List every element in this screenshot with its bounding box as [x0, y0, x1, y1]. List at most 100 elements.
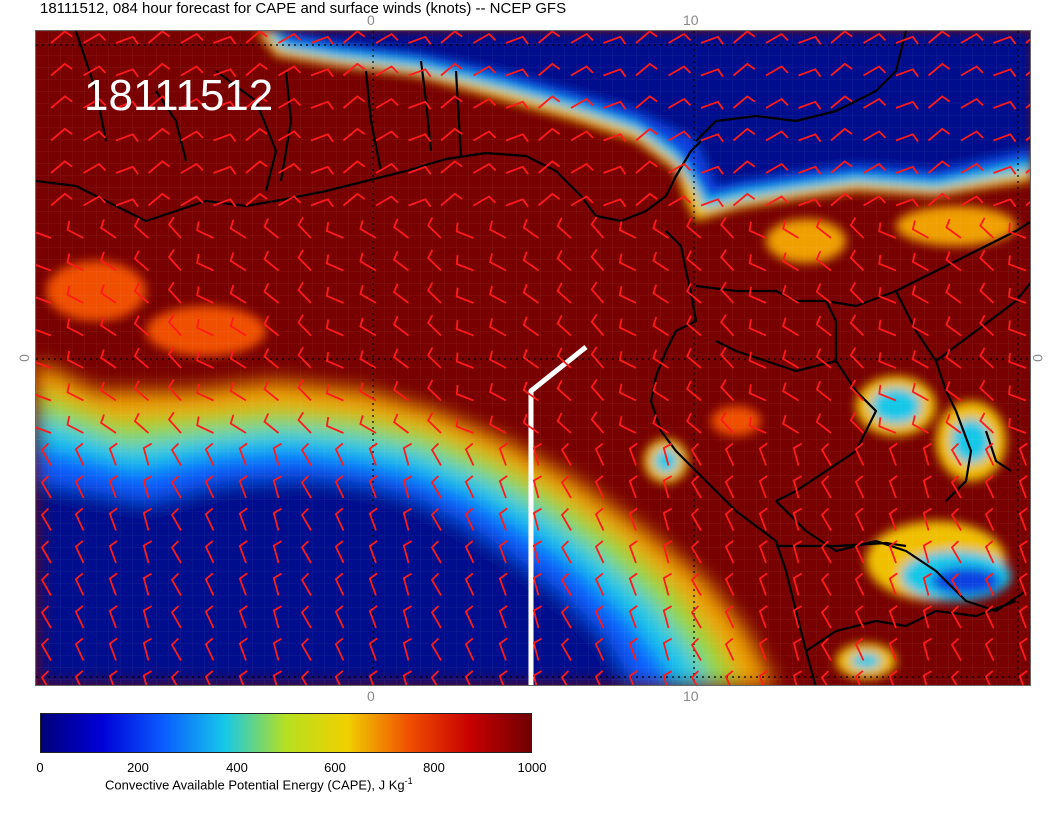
wind-barb — [758, 540, 768, 564]
wind-barb — [668, 97, 692, 109]
wind-barb — [498, 540, 508, 564]
wind-barb — [945, 251, 962, 272]
wind-barb — [927, 127, 951, 142]
wind-barb — [393, 413, 410, 434]
wind-barb — [594, 637, 605, 661]
wind-barb — [979, 249, 995, 272]
wind-barb — [180, 195, 204, 207]
wind-barb — [440, 62, 463, 77]
wind-barb — [950, 605, 962, 629]
colorbar-tick: 600 — [324, 760, 346, 775]
wind-barb — [334, 572, 345, 596]
wind-barb — [36, 231, 52, 239]
wind-barb — [36, 264, 52, 272]
wind-barb — [238, 637, 248, 661]
wind-barb — [229, 414, 247, 434]
wind-barb — [950, 507, 962, 531]
wind-barb — [359, 252, 377, 272]
wind-barb — [133, 380, 150, 402]
wind-barb — [782, 219, 799, 239]
wind-barb — [594, 572, 605, 596]
wind-barb — [895, 133, 919, 143]
wind-barb — [426, 314, 442, 337]
wind-barb — [375, 32, 399, 44]
wind-barb — [359, 350, 377, 369]
wind-barb — [560, 507, 572, 531]
wind-barb — [922, 605, 933, 629]
wind-barb — [272, 605, 283, 629]
wind-barb — [229, 252, 247, 272]
wind-barb — [662, 540, 673, 564]
wind-barb — [196, 351, 214, 369]
wind-barb — [408, 68, 432, 78]
wind-barb — [1008, 320, 1027, 337]
wind-barb — [455, 320, 474, 337]
wind-barb — [170, 507, 182, 531]
wind-barb — [115, 133, 139, 143]
wind-barb — [1018, 670, 1028, 685]
wind-barb — [489, 350, 507, 369]
wind-barb — [984, 442, 995, 466]
wind-barb — [758, 572, 768, 596]
map-title: 18111512, 084 hour forecast for CAPE and… — [40, 0, 567, 17]
wind-barb — [36, 296, 52, 304]
wind-barb — [984, 637, 995, 661]
wind-barb — [888, 637, 898, 661]
wind-barb — [402, 442, 413, 466]
wind-barb — [945, 381, 962, 402]
wind-barb — [359, 317, 377, 337]
wind-barb — [560, 442, 572, 466]
wind-barb — [334, 605, 345, 629]
wind-barb — [628, 605, 638, 629]
wind-barb — [473, 32, 497, 44]
wind-barb — [732, 62, 756, 77]
wind-barb — [74, 670, 84, 685]
wind-barb — [522, 283, 540, 304]
wind-barb — [686, 380, 702, 402]
wind-barb — [196, 221, 214, 239]
wind-barb — [40, 442, 52, 466]
wind-barb — [690, 475, 702, 499]
wind-barb — [263, 413, 280, 434]
wind-barb — [792, 507, 803, 531]
wind-barb — [66, 253, 84, 272]
wind-barb — [700, 100, 724, 110]
wind-barb — [100, 316, 117, 337]
wind-barb — [724, 605, 735, 629]
wind-barb — [133, 250, 150, 272]
wind-barb — [300, 507, 312, 531]
wind-barb — [196, 253, 214, 272]
wind-barb — [147, 62, 171, 77]
wind-barb — [532, 637, 543, 661]
wind-barb — [628, 637, 638, 661]
wind-barb — [668, 32, 692, 44]
wind-barb — [590, 378, 605, 402]
wind-barb — [560, 605, 572, 629]
wind-barb — [238, 442, 248, 466]
wind-barb — [278, 97, 302, 109]
wind-barb — [830, 62, 853, 77]
wind-barb — [66, 415, 84, 434]
wind-barb — [170, 442, 182, 466]
wind-barb — [229, 349, 247, 369]
wind-barb — [993, 133, 1017, 143]
wind-barb — [758, 507, 768, 531]
wind-barb — [720, 379, 735, 402]
wind-barb — [300, 605, 312, 629]
wind-barb — [170, 475, 182, 499]
wind-barb — [489, 318, 507, 337]
wind-barb — [83, 162, 107, 174]
wind-barb — [748, 416, 767, 434]
wind-barb — [455, 352, 474, 369]
wind-barb — [278, 130, 302, 142]
wind-barb — [863, 65, 887, 77]
wind-barb — [950, 637, 962, 661]
wind-barb — [167, 216, 182, 239]
wind-barb — [325, 351, 344, 369]
wind-barb — [204, 605, 215, 629]
wind-barb — [464, 637, 475, 661]
wind-barb — [300, 572, 312, 596]
bottom-lon-label-10: 10 — [683, 688, 699, 704]
wind-barb — [100, 414, 117, 434]
wind-barb — [849, 217, 865, 239]
